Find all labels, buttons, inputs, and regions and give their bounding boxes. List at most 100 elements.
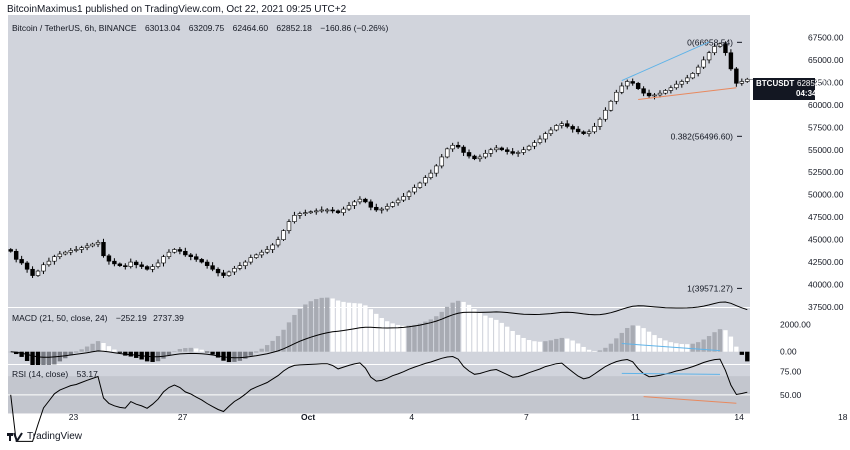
price-tag-countdown: 04:34:11 [796, 89, 828, 98]
symbol-label: Bitcoin / TetherUS, 6h, BINANCE [12, 23, 137, 33]
candle [728, 52, 734, 70]
macd-histogram-bar [505, 326, 510, 352]
macd-histogram-bar [14, 351, 19, 355]
macd-histogram-bar [734, 346, 739, 352]
macd-histogram-bar [690, 343, 695, 352]
macd-divergence-line [621, 343, 721, 352]
time-tick-label: Oct [301, 412, 315, 422]
candle [483, 153, 488, 158]
candle [90, 243, 95, 247]
candle [335, 210, 341, 213]
candle [79, 247, 84, 250]
candle [543, 133, 548, 140]
candle [537, 138, 543, 143]
candle [128, 261, 133, 267]
open-value: 63013.04 [144, 23, 181, 33]
candle [254, 254, 259, 258]
macd-histogram-bar [521, 337, 526, 352]
macd-histogram-bar [646, 331, 652, 352]
candle [505, 149, 510, 152]
candle [581, 131, 586, 134]
macd-histogram-bar [215, 351, 221, 358]
macd-histogram-bar [368, 309, 373, 352]
macd-histogram-bar [30, 351, 35, 366]
candle [417, 182, 423, 188]
candle [575, 128, 581, 133]
candle [521, 149, 526, 153]
macd-value-2: 2737.39 [153, 313, 184, 323]
candle [8, 249, 13, 252]
macd-histogram-bar [657, 338, 663, 352]
candle [314, 210, 319, 213]
macd-legend: MACD (21, 50, close, 24) −252.19 2737.39 [12, 313, 184, 323]
candle [488, 149, 494, 154]
rsi-legend: RSI (14, close) 53.17 [12, 369, 98, 379]
candle [199, 259, 204, 263]
macd-histogram-bar [68, 351, 73, 356]
candle [586, 131, 592, 134]
candle [701, 59, 706, 68]
macd-histogram-bar [385, 321, 390, 352]
macd-histogram-bar [401, 325, 406, 352]
ohlc-legend: Bitcoin / TetherUS, 6h, BINANCE 63013.04… [12, 23, 394, 33]
candle [395, 199, 401, 204]
macd-tick-label: 2000.00 [780, 319, 811, 329]
macd-histogram-bar [324, 297, 330, 352]
macd-histogram-bar [90, 343, 95, 352]
rsi-value: 53.17 [76, 369, 98, 379]
candle [73, 249, 79, 251]
macd-histogram-bar [117, 351, 123, 353]
macd-histogram-bar [254, 351, 259, 353]
candle [123, 265, 128, 267]
candle [712, 46, 717, 54]
price-tag-price: 62852.18 [797, 79, 831, 88]
rsi-pane [8, 355, 750, 442]
macd-histogram-bar [526, 340, 532, 352]
macd-histogram-bar [537, 341, 543, 352]
candle [466, 152, 472, 157]
candle [657, 92, 663, 96]
macd-histogram-bar [723, 330, 728, 352]
macd-histogram-bar [614, 338, 619, 352]
price-pane: 0(66958.54) 0.382(56496.60) 1(39571.27) [8, 15, 753, 365]
macd-histogram-bar [494, 319, 499, 352]
tradingview-logo-icon [7, 431, 23, 442]
fib-level-label: 1(39571.27) [687, 283, 733, 293]
candle [717, 43, 723, 47]
time-tick-label: 27 [178, 412, 188, 422]
time-tick-label: 18 [838, 412, 848, 422]
macd-histogram-bar [177, 349, 183, 352]
price-tick-label: 42500.00 [808, 257, 844, 267]
footer[interactable]: TradingView [7, 431, 82, 442]
macd-histogram-bar [434, 316, 439, 352]
rsi-divergence-line [621, 372, 720, 375]
macd-histogram-bar [423, 321, 428, 352]
macd-histogram-bar [477, 312, 483, 352]
candle [13, 250, 19, 260]
macd-histogram-bar [297, 308, 303, 352]
candle [215, 268, 221, 274]
support-line [638, 87, 737, 100]
macd-histogram-bar [161, 351, 166, 359]
macd-histogram-bar [319, 297, 324, 352]
candle [63, 251, 68, 255]
price-tick-label: 37500.00 [808, 302, 844, 312]
macd-histogram-bar [314, 299, 319, 352]
candle [739, 81, 745, 84]
candle [24, 262, 30, 270]
macd-histogram-bar [466, 304, 472, 352]
candle [237, 265, 243, 269]
macd-histogram-bar [461, 301, 466, 352]
candle [35, 270, 41, 276]
macd-histogram-bar [172, 351, 177, 353]
time-tick-label: 11 [631, 412, 640, 422]
macd-histogram-bar [24, 351, 30, 361]
candle [685, 77, 690, 82]
bearish-divergence-line [621, 41, 710, 82]
fib-level-label: 0(66958.54) [687, 37, 733, 47]
macd-histogram-bar [701, 339, 706, 352]
price-tick-label: 65000.00 [808, 55, 844, 65]
macd-histogram-bar [52, 351, 57, 365]
macd-histogram-bar [232, 351, 237, 362]
